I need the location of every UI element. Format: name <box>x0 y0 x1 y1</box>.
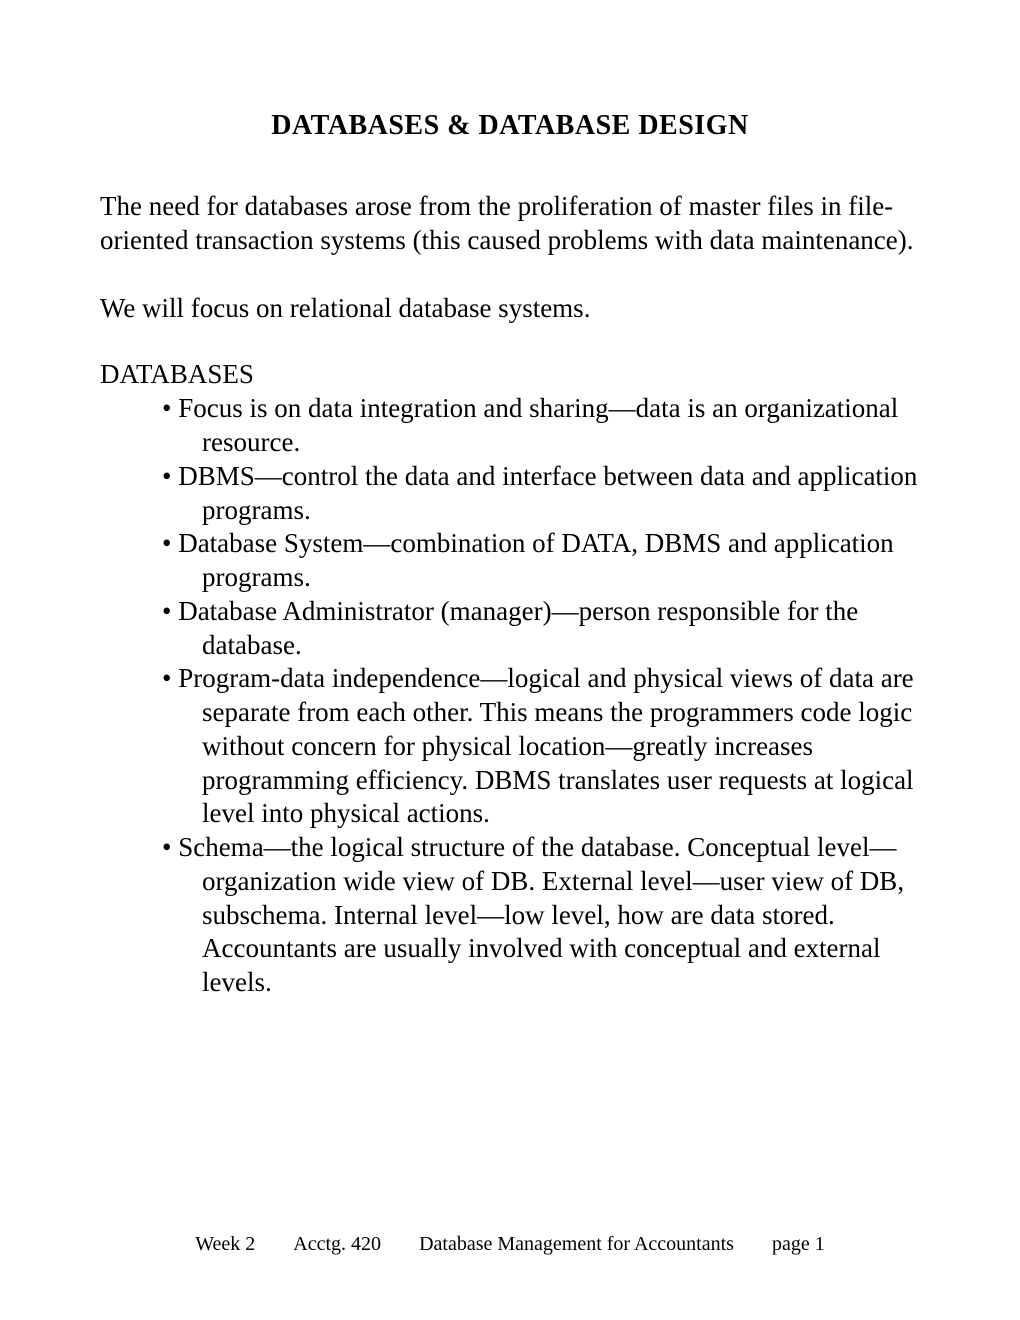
document-title: DATABASES & DATABASE DESIGN <box>100 110 920 142</box>
bullet-item: Database Administrator (manager)—person … <box>162 595 920 663</box>
bullet-item: DBMS—control the data and interface betw… <box>162 460 920 528</box>
footer-page: page 1 <box>772 1233 825 1256</box>
bullet-item: Focus is on data integration and sharing… <box>162 392 920 460</box>
databases-bullet-list: Focus is on data integration and sharing… <box>100 392 920 1000</box>
page-footer: Week 2 Acctg. 420 Database Management fo… <box>0 1233 1020 1256</box>
footer-course: Acctg. 420 <box>293 1233 381 1256</box>
intro-paragraph-1: The need for databases arose from the pr… <box>100 190 920 258</box>
bullet-item: Database System—combination of DATA, DBM… <box>162 527 920 595</box>
bullet-item: Schema—the logical structure of the data… <box>162 831 920 1000</box>
section-heading-databases: DATABASES <box>100 359 920 390</box>
intro-paragraph-2: We will focus on relational database sys… <box>100 292 920 326</box>
footer-week: Week 2 <box>195 1233 255 1256</box>
footer-course-title: Database Management for Accountants <box>419 1233 734 1256</box>
bullet-item: Program-data independence—logical and ph… <box>162 662 920 831</box>
